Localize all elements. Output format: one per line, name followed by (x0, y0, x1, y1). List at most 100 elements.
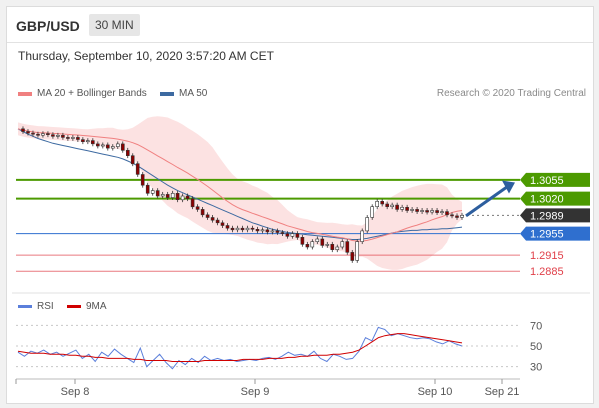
candle-body (21, 128, 25, 132)
candle-body (135, 163, 140, 175)
rsi-tick-label-50: 50 (530, 341, 542, 353)
candle-body (300, 237, 305, 245)
candle-body (380, 201, 385, 205)
candle-body (190, 198, 195, 208)
candle-body (320, 238, 325, 246)
candle-body (175, 193, 180, 201)
rsi-tick-label-30: 30 (530, 362, 542, 374)
legend-rsi-swatch (18, 305, 32, 308)
candle-body (86, 140, 90, 143)
legend-9ma-swatch (67, 305, 81, 308)
candle-body (66, 137, 70, 139)
candle-body (250, 227, 255, 230)
candle-body (81, 139, 85, 143)
level-tag-0 (520, 172, 590, 187)
candle-body (200, 209, 205, 216)
header-bar: GBP/USD 30 MIN (7, 7, 593, 43)
rsi-tick-label-70: 70 (530, 320, 542, 332)
candle-body (150, 190, 155, 194)
candle-body (140, 174, 145, 186)
candle-body (205, 214, 210, 218)
candle-body (375, 201, 380, 208)
candle-body (445, 211, 449, 216)
level-tag-3 (520, 226, 590, 241)
candle-body (170, 193, 175, 198)
candle-body (360, 230, 365, 242)
candle-body (240, 227, 245, 231)
candle-body (430, 210, 434, 213)
candle-body (230, 227, 235, 231)
timeframe-badge[interactable]: 30 MIN (89, 14, 140, 36)
legend-ma50-swatch (160, 91, 174, 96)
candle-body (111, 146, 115, 149)
candle-body (425, 210, 429, 213)
candle-body (180, 195, 185, 201)
candle-body (116, 143, 120, 147)
candle-body (290, 233, 295, 237)
x-tick-label-3: Sep 21 (485, 386, 520, 398)
candle-body (225, 225, 230, 229)
target-arrow-shaft (465, 184, 510, 218)
candle-body (71, 137, 75, 139)
candle-body (130, 155, 135, 165)
candle-body (185, 195, 190, 200)
datetime-label: Thursday, September 10, 2020 3:57:20 AM … (18, 49, 274, 63)
legend-rsi: RSI (18, 301, 54, 312)
candle-body (280, 232, 285, 234)
x-tick-label-1: Sep 9 (241, 386, 270, 398)
bollinger-band-area (18, 116, 462, 270)
candle-body (450, 214, 454, 217)
candle-body (395, 204, 399, 210)
candle-body (121, 143, 125, 151)
level-label-4: 1.2915 (530, 250, 564, 262)
candle-body (370, 206, 375, 218)
legend-ma20-swatch (18, 91, 32, 96)
x-tick-label-0: Sep 8 (61, 386, 90, 398)
candle-body (255, 229, 260, 232)
candle-body (145, 184, 150, 194)
x-tick-label-2: Sep 10 (418, 386, 453, 398)
candle-body (420, 210, 424, 212)
rsi-9ma-line (17, 333, 463, 362)
legend-rsi-label: RSI (37, 301, 54, 312)
candle-body (410, 209, 414, 211)
level-label-0: 1.3055 (530, 175, 564, 187)
candle-body (165, 194, 170, 198)
candle-body (36, 133, 40, 136)
candle-body (350, 252, 355, 261)
candle-body (390, 204, 395, 208)
level-label-3: 1.2955 (530, 229, 564, 241)
candle-body (51, 134, 55, 137)
candle-body (210, 217, 215, 221)
legend-ma20-bb: MA 20 + Bollinger Bands (18, 88, 147, 99)
candle-body (385, 203, 390, 208)
candle-body (270, 230, 275, 233)
candle-body (31, 132, 35, 135)
candle-body (345, 241, 350, 253)
candle-body (155, 190, 160, 197)
candle-body (91, 140, 95, 145)
candle-body (260, 229, 265, 232)
legend-ma50: MA 50 (160, 88, 207, 99)
candle-body (160, 194, 165, 197)
symbol-title: GBP/USD (16, 18, 80, 34)
research-credit: Research © 2020 Trading Central (436, 88, 586, 99)
candle-body (355, 241, 360, 261)
candle-body (400, 207, 404, 210)
candle-body (440, 211, 444, 214)
candle-body (335, 246, 340, 251)
candle-body (126, 150, 130, 157)
legend-9ma-label: 9MA (86, 301, 107, 312)
candle-body (365, 217, 370, 232)
level-label-5: 1.2885 (530, 266, 564, 278)
candle-body (460, 215, 464, 218)
candle-body (455, 215, 459, 218)
candle-body (101, 144, 105, 147)
candle-body (96, 143, 100, 147)
level-label-1: 1.3020 (530, 194, 564, 206)
candle-body (315, 238, 320, 243)
candle-body (275, 230, 280, 233)
candle-body (56, 135, 60, 137)
target-arrow-head (502, 180, 515, 194)
